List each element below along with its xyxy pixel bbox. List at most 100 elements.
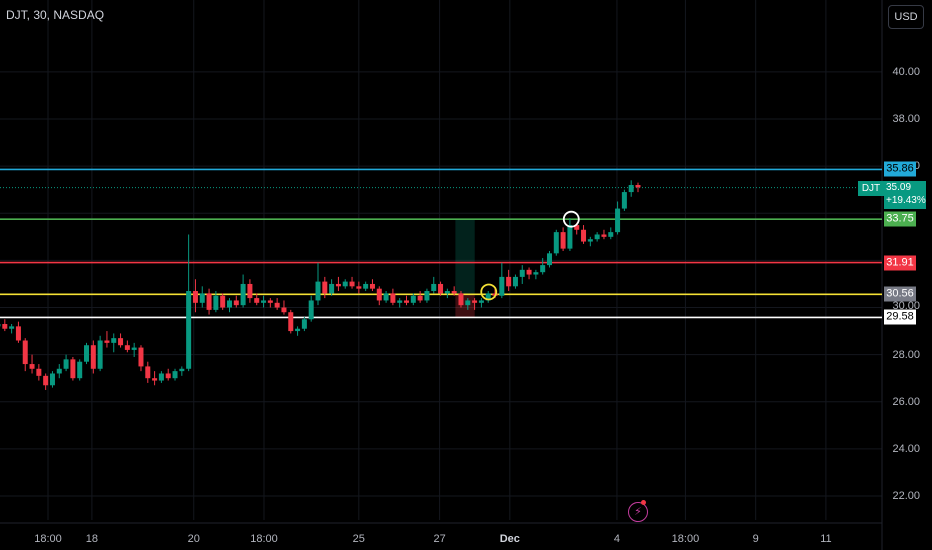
candle-body — [438, 283, 444, 294]
level-price-tag: 30.56 — [884, 286, 916, 302]
candle-body — [322, 281, 328, 294]
candle-body — [124, 345, 130, 350]
candle-body — [465, 300, 471, 306]
position-zones — [455, 219, 475, 318]
candle-body — [567, 225, 573, 249]
candle-body — [15, 326, 21, 341]
candle-body — [261, 300, 267, 303]
candle-body — [308, 300, 314, 320]
y-tick-label: 22.00 — [892, 490, 920, 502]
candle-body — [192, 291, 198, 303]
y-tick-label-hidden: 30.00 — [892, 299, 920, 312]
candle-body — [349, 281, 355, 287]
x-tick-label: 20 — [187, 533, 200, 545]
candle-body — [118, 338, 124, 346]
y-tick-label: 26.00 — [892, 395, 920, 408]
candle-body — [226, 300, 232, 308]
candle-body — [9, 326, 15, 329]
candle-body — [499, 276, 505, 296]
candlesticks — [0, 180, 641, 390]
candle-body — [444, 291, 450, 294]
candle-body — [254, 298, 260, 303]
candle-body — [621, 192, 627, 209]
candle-body — [485, 293, 491, 301]
currency-button[interactable]: USD — [888, 5, 924, 29]
candle-body — [84, 345, 90, 362]
y-tick-label: 28.00 — [892, 348, 920, 361]
candle-body — [43, 375, 49, 386]
candle-body — [281, 307, 287, 313]
candle-body — [220, 295, 226, 308]
target-zone — [455, 219, 475, 295]
candle-body — [36, 368, 42, 376]
candle-body — [2, 324, 8, 329]
y-tick-label: 40.00 — [892, 65, 920, 78]
candle-body — [376, 288, 382, 301]
candle-body — [546, 253, 552, 266]
candle-body — [213, 295, 219, 310]
candle-body — [49, 373, 55, 386]
candle-body — [145, 366, 151, 379]
candle-body — [519, 269, 525, 277]
candle-body — [138, 347, 144, 367]
candle-body — [526, 269, 532, 275]
level-price-tag: 35.86 — [884, 161, 916, 177]
x-tick-label: 27 — [433, 533, 446, 545]
x-tick-label: 18:00 — [250, 533, 278, 545]
candle-body — [574, 225, 580, 230]
candle-body — [410, 295, 416, 303]
candle-body — [301, 319, 307, 329]
candle-body — [478, 300, 484, 303]
candle-body — [315, 281, 321, 301]
level-price-tag: 29.58 — [884, 309, 916, 325]
candle-body — [77, 361, 83, 379]
candle-body — [390, 293, 396, 303]
candle-body — [628, 185, 634, 193]
candle-body — [70, 359, 76, 379]
candle-body — [97, 340, 103, 369]
candle-body — [165, 373, 171, 379]
chart-title: DJT, 30, NASDAQ — [6, 8, 105, 22]
signal-marker — [562, 210, 580, 228]
candle-body — [451, 291, 457, 294]
candle-body — [295, 328, 301, 332]
notification-dot-icon — [641, 500, 646, 505]
candle-body — [111, 338, 117, 343]
candle-body — [533, 272, 539, 275]
candle-body — [335, 283, 341, 287]
candle-body — [404, 300, 410, 303]
candle-body — [356, 286, 362, 289]
x-tick-label: 25 — [352, 533, 365, 545]
y-tick-label: 38.00 — [892, 113, 920, 126]
price-change: +19.43% — [886, 195, 926, 206]
y-tick-label: 24.00 — [892, 442, 920, 455]
lightning-icon[interactable]: ⚡ — [628, 502, 648, 522]
x-tick-label: 11 — [820, 533, 832, 545]
candle-body — [581, 229, 587, 242]
candle-body — [424, 291, 430, 301]
candle-body — [206, 293, 212, 310]
x-tick-label: 18:00 — [671, 533, 700, 545]
candle-body — [472, 300, 478, 303]
candle-body — [369, 283, 375, 289]
level-price-tag: 33.75 — [884, 211, 916, 227]
candle-body — [186, 291, 192, 369]
candle-body — [247, 283, 253, 299]
candle-body — [417, 295, 423, 301]
candle-body — [431, 283, 437, 292]
candle-body — [267, 300, 273, 303]
x-tick-label: 4 — [613, 533, 620, 545]
x-tick-label: 18:00 — [34, 533, 62, 545]
candle-body — [240, 283, 246, 306]
candle-body — [363, 283, 369, 289]
candle-body — [22, 340, 28, 365]
candle-body — [274, 302, 280, 308]
candle-body — [383, 293, 389, 301]
x-tick-label: 18 — [85, 533, 99, 545]
x-tick-label: 9 — [752, 533, 759, 545]
candle-body — [506, 276, 512, 287]
candle-body — [199, 293, 205, 303]
candle-body — [90, 345, 96, 369]
candle-body — [601, 234, 607, 237]
